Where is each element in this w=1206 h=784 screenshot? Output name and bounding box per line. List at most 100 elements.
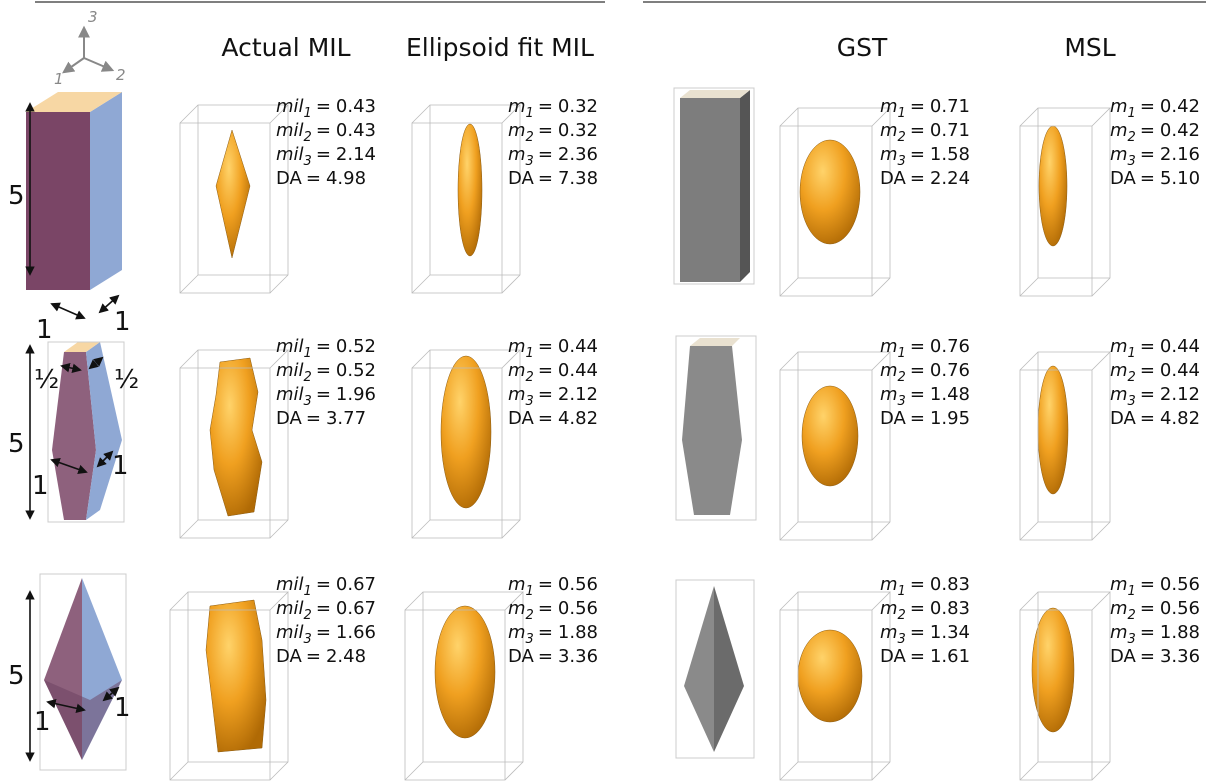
- stat-value: 1.48: [930, 384, 970, 405]
- stat-symbol: DA: [880, 646, 907, 667]
- stat-line: DA=3.36: [508, 646, 598, 667]
- stat-symbol: m: [1110, 622, 1128, 643]
- stat-equals: =: [1140, 336, 1155, 357]
- stat-subscript: 2: [1128, 370, 1136, 385]
- stat-subscript: 3: [304, 394, 312, 409]
- stat-value: 0.67: [336, 574, 376, 595]
- stat-symbol: DA: [276, 168, 303, 189]
- stat-line: m1=0.83: [880, 574, 970, 599]
- stat-line: m1=0.44: [508, 336, 598, 361]
- stat-equals: =: [538, 408, 553, 429]
- stat-line: m2=0.83: [880, 598, 970, 623]
- dimension-label: ½: [114, 365, 139, 395]
- stat-value: 0.83: [930, 574, 970, 595]
- stat-symbol: m: [880, 574, 898, 595]
- stat-value: 1.95: [930, 408, 970, 429]
- stat-symbol: DA: [880, 168, 907, 189]
- stat-symbol: m: [880, 336, 898, 357]
- stat-symbol: m: [1110, 598, 1128, 619]
- stat-equals: =: [1140, 96, 1155, 117]
- stat-value: 0.56: [558, 598, 598, 619]
- stat-value: 1.61: [930, 646, 970, 667]
- axis-label: 3: [88, 8, 98, 26]
- stat-subscript: 3: [1128, 394, 1136, 409]
- stat-line: m1=0.56: [1110, 574, 1200, 599]
- stat-subscript: 1: [1128, 346, 1136, 361]
- stat-symbol: mil: [276, 574, 304, 595]
- stat-symbol: DA: [508, 168, 535, 189]
- stat-subscript: 3: [304, 154, 312, 169]
- stat-subscript: 3: [898, 632, 906, 647]
- stat-equals: =: [910, 168, 925, 189]
- stat-line: m2=0.44: [1110, 360, 1200, 385]
- stat-symbol: m: [1110, 144, 1128, 165]
- stat-value: 0.52: [336, 360, 376, 381]
- stat-equals: =: [910, 144, 925, 165]
- stat-value: 0.56: [1160, 598, 1200, 619]
- stat-equals: =: [1140, 384, 1155, 405]
- stat-line: mil1=0.43: [276, 96, 376, 121]
- stat-line: m3=2.16: [1110, 144, 1200, 169]
- stat-line: m1=0.44: [1110, 336, 1200, 361]
- stat-equals: =: [1140, 622, 1155, 643]
- stat-equals: =: [1140, 408, 1155, 429]
- stat-subscript: 3: [304, 632, 312, 647]
- stat-line: DA=4.82: [508, 408, 598, 429]
- stat-symbol: m: [1110, 96, 1128, 117]
- stat-subscript: 2: [526, 608, 534, 623]
- stat-line: m3=1.88: [1110, 622, 1200, 647]
- stat-line: DA=3.36: [1110, 646, 1200, 667]
- stat-value: 2.12: [1160, 384, 1200, 405]
- stat-line: m1=0.56: [508, 574, 598, 599]
- stat-equals: =: [316, 574, 331, 595]
- stat-line: mil3=1.96: [276, 384, 376, 409]
- stat-symbol: m: [880, 598, 898, 619]
- stat-subscript: 3: [898, 154, 906, 169]
- column-header: Actual MIL: [221, 33, 350, 62]
- stat-equals: =: [306, 408, 321, 429]
- stat-subscript: 1: [304, 106, 312, 121]
- stat-equals: =: [316, 120, 331, 141]
- prism: [48, 342, 124, 522]
- stat-equals: =: [316, 384, 331, 405]
- stat-symbol: mil: [276, 336, 304, 357]
- stat-subscript: 2: [304, 130, 312, 145]
- stat-value: 2.24: [930, 168, 970, 189]
- figure: Actual MILEllipsoid fit MILGSTMSL312511½…: [0, 0, 1206, 784]
- stat-symbol: mil: [276, 120, 304, 141]
- stat-symbol: DA: [1110, 408, 1137, 429]
- stat-line: m1=0.32: [508, 96, 598, 121]
- stat-symbol: mil: [276, 598, 304, 619]
- stat-value: 2.16: [1160, 144, 1200, 165]
- stat-subscript: 1: [898, 584, 906, 599]
- stat-value: 0.44: [1160, 336, 1200, 357]
- stat-line: m2=0.32: [508, 120, 598, 145]
- stat-value: 0.52: [336, 336, 376, 357]
- dimension-label: 5: [8, 181, 25, 211]
- stat-subscript: 3: [1128, 632, 1136, 647]
- stat-value: 0.71: [930, 120, 970, 141]
- stat-value: 0.32: [558, 120, 598, 141]
- stat-symbol: DA: [276, 646, 303, 667]
- stat-equals: =: [538, 574, 553, 595]
- stat-subscript: 3: [898, 394, 906, 409]
- stat-equals: =: [1140, 646, 1155, 667]
- stat-value: 3.77: [326, 408, 366, 429]
- stat-value: 0.76: [930, 336, 970, 357]
- stat-value: 5.10: [1160, 168, 1200, 189]
- stat-equals: =: [538, 622, 553, 643]
- stat-line: m3=1.48: [880, 384, 970, 409]
- stat-line: m2=0.56: [1110, 598, 1200, 623]
- stat-subscript: 2: [898, 130, 906, 145]
- stat-subscript: 1: [1128, 106, 1136, 121]
- stat-subscript: 1: [526, 584, 534, 599]
- stat-line: mil3=2.14: [276, 144, 376, 169]
- stat-line: DA=4.82: [1110, 408, 1200, 429]
- stat-equals: =: [538, 384, 553, 405]
- stat-subscript: 3: [526, 632, 534, 647]
- stat-equals: =: [1140, 360, 1155, 381]
- stat-value: 0.43: [336, 96, 376, 117]
- stat-symbol: m: [1110, 120, 1128, 141]
- stat-value: 0.71: [930, 96, 970, 117]
- stat-symbol: DA: [508, 646, 535, 667]
